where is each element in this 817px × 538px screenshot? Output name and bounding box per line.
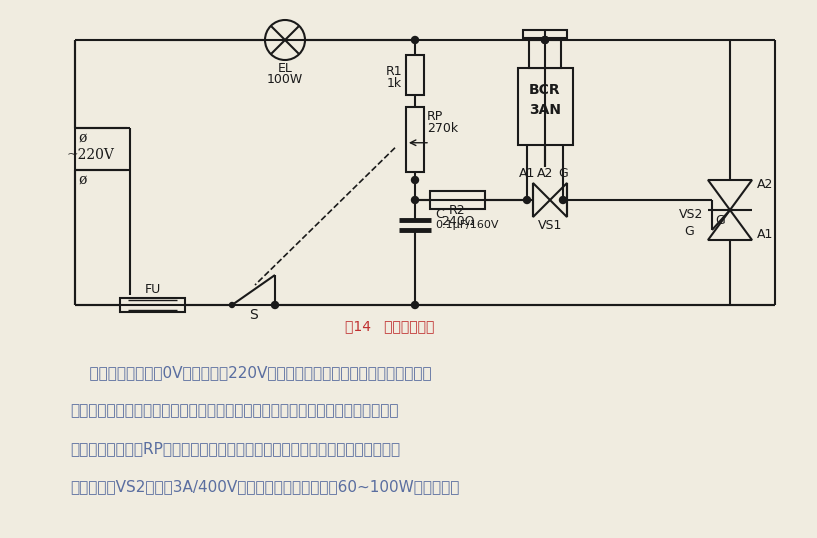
Circle shape	[271, 301, 279, 308]
Text: S: S	[249, 308, 258, 322]
Text: R1: R1	[386, 65, 402, 78]
Text: RP: RP	[427, 110, 444, 123]
Bar	[406, 107, 424, 172]
Bar	[529, 40, 561, 68]
Bar	[523, 30, 567, 38]
Text: A2: A2	[537, 167, 553, 180]
Text: EL: EL	[278, 62, 292, 75]
Circle shape	[412, 176, 418, 183]
Text: 图14   无级调光台灯: 图14 无级调光台灯	[346, 319, 435, 333]
Text: VS1: VS1	[538, 219, 562, 232]
Circle shape	[542, 37, 548, 44]
Circle shape	[542, 37, 548, 44]
Text: A1: A1	[519, 167, 535, 180]
Text: G: G	[715, 214, 725, 227]
Circle shape	[524, 196, 530, 203]
Text: 270k: 270k	[427, 122, 458, 135]
Text: 灯底座下。电位器RP可选用带开关的中型电位器，电位器上的开关可做台灯开关: 灯底座下。电位器RP可选用带开关的中型电位器，电位器上的开关可做台灯开关	[70, 441, 400, 456]
Text: ø: ø	[78, 131, 87, 145]
Text: A2: A2	[757, 179, 774, 192]
Text: 本电路可将电压由0V无级调整到220V。由于使用晶闸管调光，故具有调光范围: 本电路可将电压由0V无级调整到220V。由于使用晶闸管调光，故具有调光范围	[70, 365, 431, 380]
Bar	[430, 191, 485, 209]
Text: 100W: 100W	[267, 73, 303, 86]
Circle shape	[560, 196, 566, 203]
Text: 3AN: 3AN	[529, 103, 561, 117]
Bar	[406, 55, 424, 95]
Text: ø: ø	[78, 173, 87, 187]
Text: 大、体积小、线路简单易制作等优点。整机可安装在一个很小的盒内或者安装在台: 大、体积小、线路简单易制作等优点。整机可安装在一个很小的盒内或者安装在台	[70, 403, 399, 418]
Text: VS2: VS2	[679, 209, 703, 222]
Text: BCR: BCR	[529, 83, 560, 97]
Text: A1: A1	[757, 229, 774, 242]
Circle shape	[412, 37, 418, 44]
Text: 1k: 1k	[387, 77, 402, 90]
Bar	[120, 298, 185, 312]
Bar	[518, 68, 573, 145]
Circle shape	[412, 301, 418, 308]
Text: G: G	[558, 167, 568, 180]
Text: G: G	[685, 225, 694, 238]
Text: 用。晶闸管VS2应选用3A/400V以上型号，台灯灯泡选用60~100W的白炽灯。: 用。晶闸管VS2应选用3A/400V以上型号，台灯灯泡选用60~100W的白炽灯…	[70, 479, 459, 494]
Text: R2: R2	[449, 204, 466, 217]
Circle shape	[230, 302, 234, 308]
Text: FU: FU	[145, 283, 161, 296]
Text: ~220V: ~220V	[67, 148, 115, 162]
Circle shape	[412, 196, 418, 203]
Text: 0.1μF/160V: 0.1μF/160V	[435, 220, 498, 230]
Text: 240Ω: 240Ω	[441, 215, 474, 228]
Text: C: C	[435, 208, 444, 221]
